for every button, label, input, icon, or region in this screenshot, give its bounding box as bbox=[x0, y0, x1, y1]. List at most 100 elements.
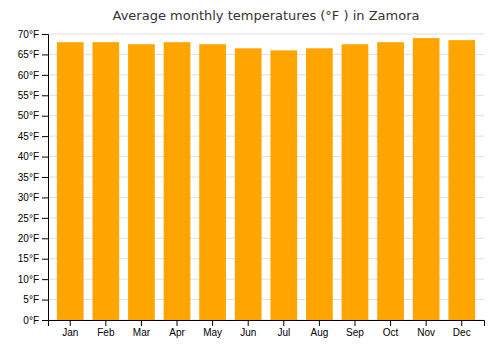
tick-label: Sep bbox=[346, 327, 364, 338]
tick-label: Dec bbox=[453, 327, 471, 338]
y-tick: 65°F bbox=[18, 49, 48, 60]
tick-label: 70°F bbox=[18, 29, 39, 40]
bar bbox=[342, 44, 369, 320]
y-tick: 0°F bbox=[23, 315, 48, 326]
tick-mark bbox=[141, 320, 142, 326]
x-tick: May bbox=[203, 320, 222, 338]
y-axis: 0°F 5°F 10°F 15°F 20°F 25°F 30°F 35°F 40°F 45°F 50… bbox=[18, 29, 49, 326]
bar bbox=[199, 44, 226, 320]
tick-label: Aug bbox=[310, 327, 328, 338]
tick-label: 50°F bbox=[18, 110, 39, 121]
x-tick: Feb bbox=[97, 320, 115, 338]
y-tick: 5°F bbox=[23, 294, 48, 305]
tick-label: 15°F bbox=[18, 253, 39, 264]
tick-mark bbox=[42, 116, 48, 117]
bar bbox=[377, 42, 404, 320]
tick-mark bbox=[42, 95, 48, 96]
y-tick: 20°F bbox=[18, 233, 48, 244]
tick-label: Oct bbox=[383, 327, 399, 338]
tick-mark bbox=[42, 320, 48, 321]
y-tick: 10°F bbox=[18, 274, 48, 285]
grid-line bbox=[48, 34, 484, 35]
tick-mark bbox=[105, 320, 106, 326]
axis-domain bbox=[49, 321, 485, 327]
tick-label: 45°F bbox=[18, 131, 39, 142]
x-tick: Aug bbox=[310, 320, 328, 338]
tick-mark bbox=[42, 279, 48, 280]
tick-mark bbox=[212, 320, 213, 326]
bar bbox=[270, 50, 297, 320]
bar bbox=[413, 38, 440, 320]
y-tick: 15°F bbox=[18, 253, 48, 264]
y-tick: 35°F bbox=[18, 172, 48, 183]
tick-mark bbox=[461, 320, 462, 326]
tick-mark bbox=[426, 320, 427, 326]
tick-mark bbox=[42, 259, 48, 260]
x-tick: Mar bbox=[133, 320, 151, 338]
tick-mark bbox=[42, 218, 48, 219]
y-tick: 30°F bbox=[18, 192, 48, 203]
x-axis: Jan Feb Mar Apr May Jun Jul Aug Sep Oct Nov Dec bbox=[49, 320, 485, 338]
tick-label: 35°F bbox=[18, 172, 39, 183]
tick-mark bbox=[42, 238, 48, 239]
y-tick: 45°F bbox=[18, 131, 48, 142]
bar bbox=[57, 42, 84, 320]
tick-label: May bbox=[203, 327, 222, 338]
x-tick: Oct bbox=[383, 320, 399, 338]
bar bbox=[128, 44, 155, 320]
tick-mark bbox=[42, 300, 48, 301]
y-tick: 25°F bbox=[18, 213, 48, 224]
tick-label: Nov bbox=[417, 327, 435, 338]
tick-label: 30°F bbox=[18, 192, 39, 203]
tick-mark bbox=[42, 75, 48, 76]
y-tick: 60°F bbox=[18, 70, 48, 81]
tick-mark bbox=[42, 54, 48, 55]
tick-mark bbox=[42, 197, 48, 198]
grid bbox=[48, 34, 484, 320]
plot: 0°F 5°F 10°F 15°F 20°F 25°F 30°F 35°F 40°F 45°F 50… bbox=[18, 29, 485, 338]
tick-label: Jul bbox=[277, 327, 290, 338]
tick-label: 5°F bbox=[23, 294, 39, 305]
chart: 0°F 5°F 10°F 15°F 20°F 25°F 30°F 35°F 40°F 45°F 50… bbox=[0, 0, 500, 350]
tick-mark bbox=[177, 320, 178, 326]
tick-mark bbox=[42, 177, 48, 178]
x-tick: Jun bbox=[240, 320, 256, 338]
x-tick: Jul bbox=[277, 320, 290, 338]
y-tick: 70°F bbox=[18, 29, 48, 40]
x-tick: Dec bbox=[453, 320, 471, 338]
tick-mark bbox=[319, 320, 320, 326]
tick-label: 40°F bbox=[18, 151, 39, 162]
axis-domain bbox=[42, 35, 49, 321]
tick-label: Jun bbox=[240, 327, 256, 338]
tick-label: 0°F bbox=[23, 315, 39, 326]
tick-label: Jan bbox=[62, 327, 78, 338]
tick-mark bbox=[42, 157, 48, 158]
tick-mark bbox=[42, 136, 48, 137]
tick-mark bbox=[354, 320, 355, 326]
tick-label: 65°F bbox=[18, 49, 39, 60]
tick-label: Feb bbox=[97, 327, 115, 338]
tick-mark bbox=[390, 320, 391, 326]
tick-label: Apr bbox=[169, 327, 185, 338]
bars bbox=[57, 38, 475, 320]
x-tick: Nov bbox=[417, 320, 435, 338]
tick-mark bbox=[42, 34, 48, 35]
bar bbox=[448, 40, 475, 320]
tick-label: 60°F bbox=[18, 70, 39, 81]
tick-label: 20°F bbox=[18, 233, 39, 244]
bar bbox=[164, 42, 191, 320]
bar bbox=[92, 42, 119, 320]
y-tick: 40°F bbox=[18, 151, 48, 162]
tick-mark bbox=[70, 320, 71, 326]
bar bbox=[306, 48, 333, 320]
x-tick: Sep bbox=[346, 320, 364, 338]
tick-label: 25°F bbox=[18, 213, 39, 224]
tick-mark bbox=[248, 320, 249, 326]
bar bbox=[235, 48, 262, 320]
x-tick: Apr bbox=[169, 320, 185, 338]
title: Average monthly temperatures (°F ) in Za… bbox=[113, 8, 420, 23]
tick-mark bbox=[283, 320, 284, 326]
x-tick: Jan bbox=[62, 320, 78, 338]
tick-label: 55°F bbox=[18, 90, 39, 101]
tick-label: Mar bbox=[133, 327, 151, 338]
